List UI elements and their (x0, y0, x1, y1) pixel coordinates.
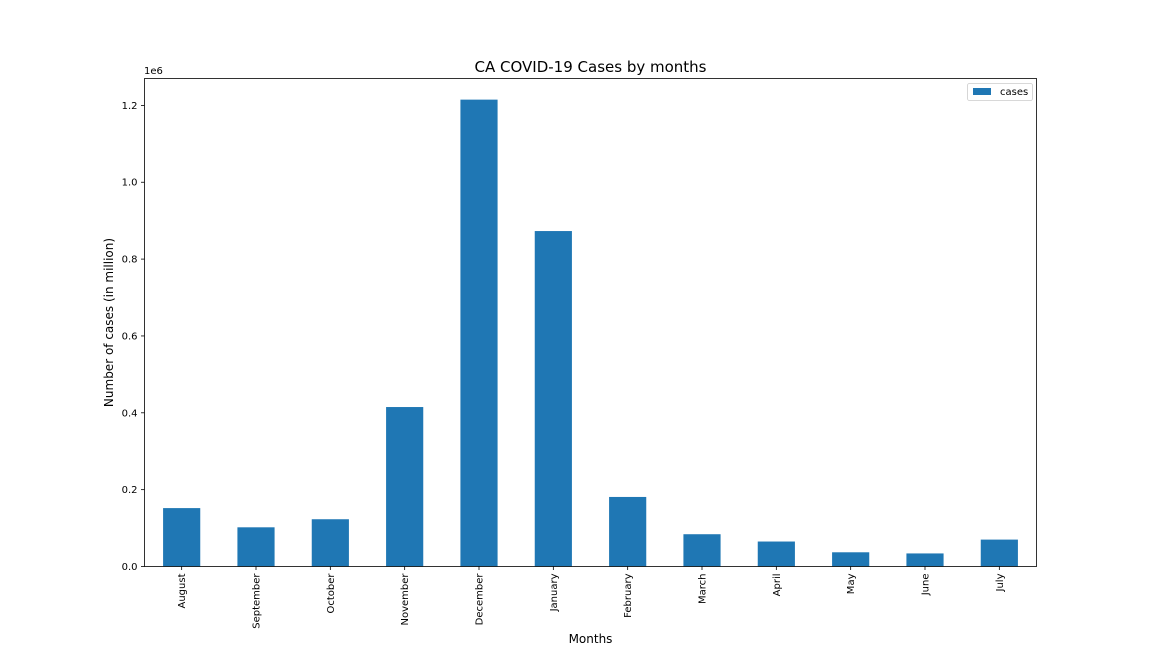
y-tick-label: 0.2 (122, 485, 138, 496)
y-tick-label: 1.2 (122, 101, 138, 112)
y-tick-label: 0.0 (122, 562, 138, 573)
x-tick-label: December (475, 573, 486, 626)
bar (237, 527, 275, 567)
x-axis-label: Months (569, 632, 613, 646)
bar (534, 231, 572, 567)
bar (757, 541, 795, 567)
x-tick-label: May (846, 573, 857, 594)
x-tick-label: January (549, 573, 560, 612)
x-tick-label: March (698, 574, 709, 604)
bar (980, 539, 1018, 567)
y-tick-label: 0.4 (122, 408, 138, 419)
x-tick-label: September (252, 573, 263, 629)
x-tick-label: October (326, 573, 337, 614)
y-tick-label: 1.0 (122, 178, 138, 189)
bar (460, 99, 498, 567)
x-tick-label: February (623, 573, 634, 617)
x-tick-label: April (772, 574, 783, 597)
legend: cases (967, 83, 1033, 101)
legend-label: cases (1000, 87, 1028, 98)
x-tick-label: November (400, 573, 411, 626)
x-tick-label: July (995, 573, 1006, 592)
bars-group (163, 99, 1018, 567)
plot-frame (144, 78, 1037, 567)
y-tick-label: 0.8 (122, 255, 138, 266)
bar (386, 407, 424, 567)
y-axis-label: Number of cases (in million) (102, 238, 116, 407)
bar (163, 508, 201, 567)
bar (906, 553, 944, 567)
x-tick-label: June (921, 574, 932, 597)
bar (683, 534, 721, 567)
chart-title: CA COVID-19 Cases by months (475, 58, 707, 76)
y-tick-label: 0.6 (122, 331, 138, 342)
y-axis-ticks: 0.0 0.2 0.4 0.6 0.8 1.0 1.2 (122, 101, 145, 573)
x-axis-ticks: August September October November December Ja… (177, 566, 1006, 629)
bar (311, 519, 349, 567)
legend-swatch (973, 88, 991, 95)
y-axis-offset-label: 1e6 (144, 66, 163, 77)
bar (609, 496, 647, 567)
legend-box (967, 83, 1033, 101)
x-tick-label: August (177, 573, 188, 608)
bar (832, 552, 870, 567)
